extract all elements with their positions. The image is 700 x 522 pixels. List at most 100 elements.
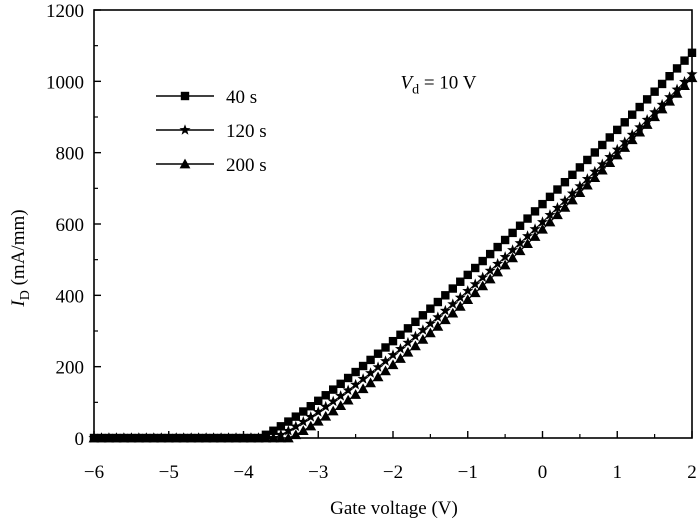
vd-annotation: Vd = 10 V: [400, 72, 476, 97]
data-point: [372, 361, 384, 372]
data-point: [320, 410, 332, 421]
y-tick-label: 200: [56, 358, 85, 379]
data-point: [462, 294, 474, 304]
series-star: [88, 68, 698, 443]
data-point: [305, 420, 317, 431]
data-point: [424, 327, 436, 338]
data-point: [679, 80, 690, 90]
data-point: [641, 119, 653, 129]
data-point: [522, 238, 533, 249]
data-point: [492, 266, 504, 277]
x-axis: −6 −5 −4 −3 −2 −1 0 1 2: [84, 431, 697, 483]
vd-annotation-rest: = 10 V: [419, 72, 477, 93]
data-point: [394, 343, 406, 354]
data-point: [245, 432, 257, 443]
x-tick-label: 1: [613, 462, 623, 483]
data-point: [575, 163, 585, 172]
data-point: [381, 343, 390, 352]
data-point: [238, 432, 249, 443]
y-axis-label-main: I: [8, 299, 29, 308]
data-point: [155, 432, 167, 443]
data-point: [530, 207, 540, 216]
data-point: [417, 334, 429, 344]
data-point: [581, 173, 593, 184]
data-point: [358, 361, 368, 371]
data-point: [418, 311, 428, 320]
data-point: [365, 377, 376, 388]
data-point: [282, 432, 294, 443]
data-point: [417, 324, 429, 335]
x-tick-label: −5: [159, 462, 179, 483]
data-point: [537, 223, 548, 234]
data-point: [553, 185, 562, 194]
data-point: [193, 432, 205, 443]
y-axis-label: ID (mA/mm): [8, 209, 33, 307]
data-point: [305, 411, 317, 422]
data-point: [439, 304, 451, 316]
y-axis-label-unit: (mA/mm): [8, 209, 29, 290]
data-point: [441, 291, 450, 300]
data-point: [290, 420, 302, 432]
data-point: [545, 192, 555, 202]
data-point: [649, 111, 661, 122]
data-point: [380, 365, 391, 376]
data-point: [523, 214, 532, 223]
data-point: [589, 172, 601, 183]
data-point: [320, 400, 332, 412]
data-point: [88, 432, 100, 443]
data-point: [276, 422, 286, 431]
data-point: [536, 216, 549, 227]
data-point: [327, 405, 339, 416]
legend-marker: [180, 91, 190, 101]
data-point: [396, 330, 405, 339]
data-point: [448, 284, 457, 293]
data-point: [687, 48, 697, 57]
data-point: [672, 64, 682, 73]
legend-marker: [179, 124, 191, 135]
legend: 40 s 120 s 200 s: [156, 87, 267, 176]
data-point: [484, 264, 496, 276]
data-point: [544, 216, 556, 227]
data-point: [306, 402, 315, 411]
data-point: [559, 202, 571, 212]
data-point: [544, 209, 556, 220]
data-point: [284, 417, 293, 426]
data-point: [611, 143, 623, 155]
data-point: [469, 278, 481, 289]
data-point: [619, 136, 631, 147]
data-point: [312, 406, 324, 417]
data-point: [568, 170, 577, 180]
data-point: [327, 395, 339, 407]
data-point: [335, 390, 347, 401]
y-axis: 0 200 400 600 800 1000 1200: [46, 1, 101, 450]
data-point: [321, 391, 330, 400]
data-point: [552, 209, 563, 220]
data-point: [611, 149, 623, 160]
data-point: [583, 155, 592, 165]
legend-label: 120 s: [226, 121, 267, 142]
data-point: [230, 432, 242, 443]
series-square: [89, 48, 697, 443]
data-point: [500, 235, 510, 245]
data-point: [619, 142, 631, 152]
data-point: [269, 426, 278, 435]
data-point: [178, 432, 190, 443]
x-tick-label: −3: [308, 462, 328, 483]
data-point: [351, 367, 360, 377]
data-point: [462, 285, 474, 296]
data-point: [493, 242, 502, 252]
x-tick-label: 0: [538, 462, 548, 483]
data-point: [642, 95, 652, 104]
data-point: [485, 249, 495, 259]
data-point: [342, 384, 354, 396]
data-point: [410, 340, 421, 351]
x-tick-label: −4: [233, 462, 254, 483]
data-point: [125, 432, 137, 443]
data-point: [665, 71, 674, 81]
data-point: [589, 165, 601, 177]
data-point: [529, 223, 541, 234]
data-point: [598, 140, 607, 150]
data-point: [463, 270, 472, 280]
plot-frame-rect: [93, 9, 693, 439]
data-point: [574, 187, 586, 197]
